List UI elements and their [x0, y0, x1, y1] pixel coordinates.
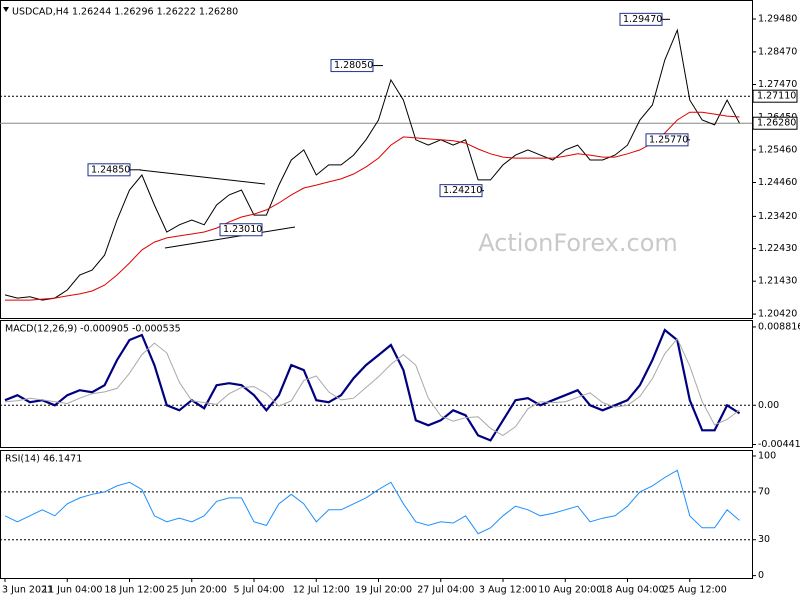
- annotation-label: 1.24210: [443, 185, 482, 196]
- y-tick-label: -0.004416: [758, 439, 800, 450]
- annotation-box: [645, 133, 689, 147]
- y-tick-label: 1.25460: [758, 144, 797, 155]
- y-tick-label: 1.22430: [758, 243, 797, 254]
- level-label: 1.26280: [757, 118, 796, 129]
- annotation-label: 1.24850: [91, 164, 130, 175]
- panel-title: USDCAD,H4 1.26244 1.26296 1.26222 1.2628…: [12, 7, 238, 18]
- y-tick-label: 70: [758, 486, 770, 497]
- rsi-frame: [0, 450, 753, 579]
- y-tick-label: 100: [758, 450, 776, 461]
- x-tick-label: 5 Jul 04:00: [234, 585, 285, 596]
- series-line: [4, 328, 741, 442]
- trend-line: [164, 226, 296, 249]
- y-tick-label: 0: [758, 570, 764, 581]
- annotation-label: 1.25770: [649, 134, 688, 145]
- x-tick-label: 3 Jun 2021: [2, 585, 53, 596]
- x-tick-label: 11 Jun 04:00: [42, 585, 102, 596]
- series-line: [4, 337, 740, 437]
- x-tick-label: 27 Jul 04:00: [417, 585, 474, 596]
- x-tick-label: 19 Jul 20:00: [355, 585, 412, 596]
- price-frame: [0, 0, 753, 319]
- y-tick-label: 30: [758, 534, 770, 545]
- y-tick-label: 1.20420: [758, 309, 797, 320]
- trend-line: [139, 169, 266, 185]
- x-tick-label: 18 Aug 04:00: [600, 585, 664, 596]
- series-line: [5, 111, 740, 301]
- x-tick-label: 25 Jun 20:00: [167, 585, 227, 596]
- x-tick-label: 10 Aug 20:00: [538, 585, 602, 596]
- annotation-label: 1.28050: [334, 60, 373, 71]
- panel-title: MACD(12,26,9) -0.000905 -0.000535: [5, 324, 181, 335]
- series-line: [4, 469, 740, 535]
- annotation-label: 1.29470: [623, 14, 662, 25]
- annotation-box: [439, 184, 483, 198]
- annotation-box: [330, 59, 374, 73]
- x-tick-label: 3 Aug 12:00: [479, 585, 537, 596]
- series-line: [4, 28, 740, 301]
- x-tick-label: 18 Jun 12:00: [104, 585, 164, 596]
- watermark: ActionForex.com: [478, 229, 678, 257]
- annotation-label: 1.23010: [223, 224, 262, 235]
- y-tick-label: 0.00: [758, 400, 779, 411]
- y-tick-label: 0.008816: [758, 321, 800, 332]
- macd-frame: [0, 320, 753, 448]
- annotation-box: [219, 223, 263, 237]
- annotation-box: [619, 12, 663, 26]
- level-label: 1.27110: [757, 91, 796, 102]
- y-tick-label: 1.29480: [758, 14, 797, 25]
- y-tick-label: 1.28470: [758, 46, 797, 57]
- level-label-box: [752, 89, 798, 103]
- y-tick-label: 1.24460: [758, 177, 797, 188]
- y-tick-label: 1.21430: [758, 276, 797, 287]
- annotation-box: [87, 163, 131, 177]
- level-label-box: [752, 116, 798, 130]
- y-tick-label: 1.27470: [758, 79, 797, 90]
- symbol-icon: [3, 7, 9, 12]
- panel-title: RSI(14) 46.1471: [5, 454, 82, 465]
- y-tick-label: 1.23420: [758, 211, 797, 222]
- x-tick-label: 12 Jul 12:00: [293, 585, 350, 596]
- x-tick-label: 25 Aug 12:00: [663, 585, 727, 596]
